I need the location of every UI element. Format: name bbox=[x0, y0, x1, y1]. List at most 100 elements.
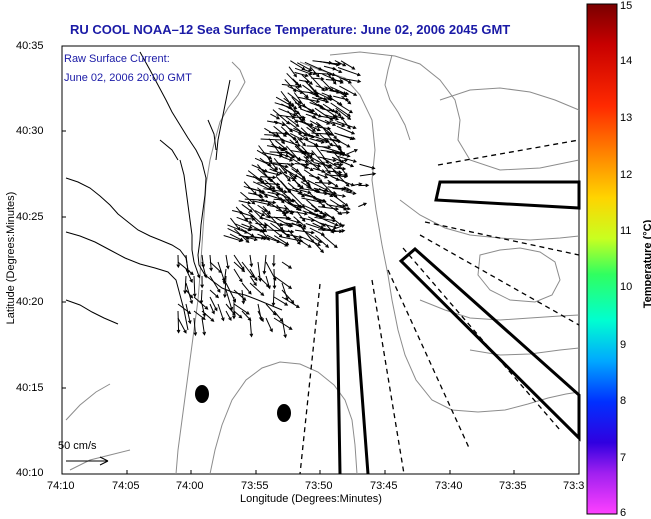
current-vector bbox=[309, 66, 320, 78]
colorbar-tick: 11 bbox=[620, 225, 632, 237]
colorbar-tick: 9 bbox=[620, 339, 627, 351]
current-vector bbox=[341, 95, 352, 105]
current-vector bbox=[287, 92, 302, 105]
current-vector bbox=[344, 189, 354, 193]
current-vector bbox=[247, 204, 264, 220]
radar-beams bbox=[335, 180, 581, 475]
current-vector bbox=[284, 131, 297, 140]
current-vector bbox=[225, 310, 232, 322]
current-vector bbox=[271, 289, 276, 307]
current-vector bbox=[309, 175, 321, 180]
current-vector bbox=[306, 186, 319, 193]
bathymetry-contours bbox=[65, 51, 580, 475]
current-vector bbox=[281, 289, 295, 304]
current-vector bbox=[201, 317, 207, 336]
current-vector bbox=[285, 116, 300, 128]
current-vector bbox=[307, 110, 319, 116]
current-vector bbox=[318, 206, 340, 211]
current-vector bbox=[225, 303, 236, 316]
current-vector bbox=[281, 103, 301, 114]
current-vector bbox=[333, 229, 346, 233]
current-vector bbox=[324, 119, 337, 126]
colorbar-tick: 12 bbox=[620, 169, 633, 181]
current-vector bbox=[326, 204, 351, 211]
current-vector bbox=[311, 116, 331, 125]
current-vector bbox=[287, 127, 303, 135]
current-vector bbox=[317, 173, 329, 179]
current-vector bbox=[332, 78, 344, 84]
current-vector bbox=[275, 209, 290, 215]
colorbar-tick: 7 bbox=[620, 452, 627, 464]
current-vector bbox=[331, 156, 355, 168]
current-vector bbox=[177, 261, 194, 276]
current-vector bbox=[249, 268, 258, 282]
current-vector bbox=[332, 187, 351, 192]
current-vector bbox=[290, 192, 306, 208]
current-vector bbox=[236, 216, 253, 224]
current-vector bbox=[264, 179, 276, 190]
current-vector bbox=[271, 254, 276, 268]
current-vector bbox=[192, 275, 197, 298]
current-vector bbox=[201, 261, 208, 279]
current-vector bbox=[329, 143, 342, 149]
current-vector bbox=[336, 102, 353, 114]
current-vector bbox=[283, 97, 295, 107]
current-vector bbox=[281, 236, 304, 243]
current-vector bbox=[263, 188, 288, 194]
current-vector bbox=[252, 193, 264, 199]
current-vector bbox=[250, 235, 265, 240]
current-vector bbox=[233, 261, 246, 273]
current-vector bbox=[257, 310, 264, 323]
current-vector bbox=[296, 211, 306, 222]
current-vector bbox=[209, 289, 220, 299]
colorbar-tick: 13 bbox=[620, 112, 633, 124]
x-tick-label: 74:00 bbox=[176, 480, 204, 492]
current-vector bbox=[282, 156, 294, 162]
current-vector bbox=[291, 96, 302, 109]
current-vector bbox=[326, 72, 337, 85]
current-vector bbox=[233, 268, 243, 283]
axis-ticks bbox=[62, 130, 515, 474]
current-vector bbox=[307, 235, 324, 254]
current-vector bbox=[193, 317, 198, 337]
current-vector bbox=[294, 71, 309, 78]
dashed-beams bbox=[299, 139, 580, 475]
current-vector bbox=[339, 77, 362, 84]
current-vector bbox=[314, 72, 334, 77]
current-vector bbox=[238, 200, 252, 205]
current-vector bbox=[306, 145, 332, 149]
current-vector bbox=[273, 235, 290, 246]
current-vector bbox=[324, 211, 343, 227]
current-vector bbox=[269, 131, 290, 136]
current-vector bbox=[209, 275, 221, 293]
current-vector bbox=[255, 222, 269, 227]
current-vector bbox=[299, 79, 311, 84]
current-vector bbox=[185, 289, 194, 299]
current-vector bbox=[252, 200, 272, 207]
current-vector bbox=[269, 168, 283, 175]
plot-frame bbox=[61, 45, 580, 475]
current-vector bbox=[301, 68, 317, 76]
current-vector bbox=[311, 132, 333, 136]
current-vector bbox=[301, 163, 314, 172]
current-vector bbox=[301, 197, 323, 204]
current-vector bbox=[302, 122, 321, 132]
current-vector bbox=[262, 170, 281, 177]
current-vector bbox=[256, 149, 273, 160]
colorbar-tick: 15 bbox=[620, 0, 633, 12]
current-vector bbox=[290, 133, 304, 141]
current-vector bbox=[332, 162, 344, 167]
current-vector bbox=[336, 203, 347, 208]
current-vector bbox=[281, 83, 302, 89]
current-vector bbox=[262, 151, 284, 158]
current-vector bbox=[285, 187, 304, 195]
colorbar-tick: 14 bbox=[620, 55, 633, 67]
current-vector bbox=[297, 137, 307, 147]
current-vector bbox=[336, 121, 357, 130]
current-vector bbox=[281, 296, 300, 309]
current-vector bbox=[253, 228, 267, 233]
current-vector bbox=[249, 282, 265, 297]
current-vector bbox=[241, 223, 253, 229]
current-vector bbox=[276, 204, 287, 217]
